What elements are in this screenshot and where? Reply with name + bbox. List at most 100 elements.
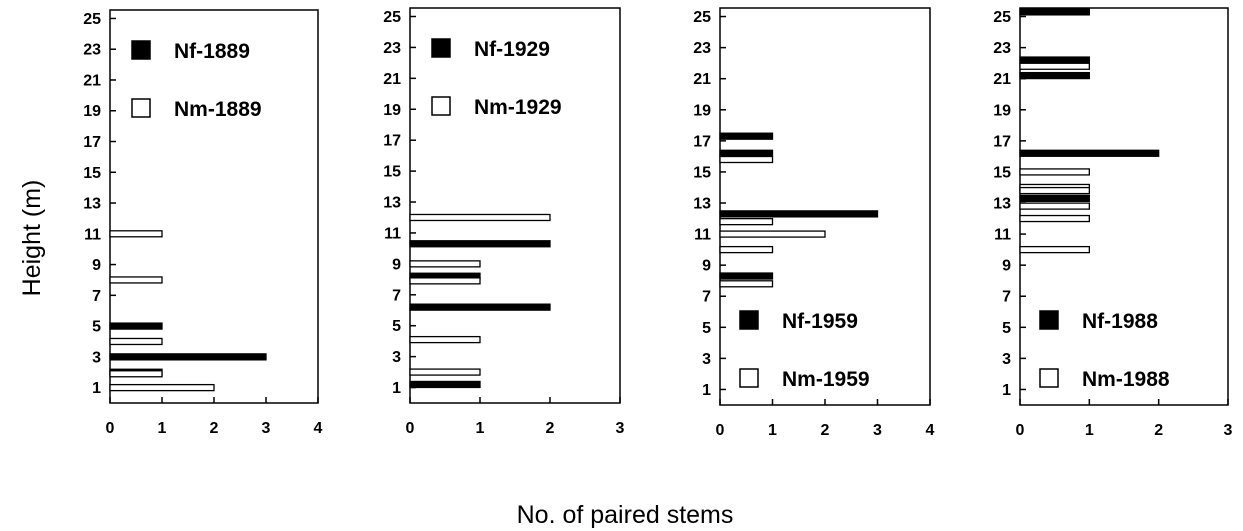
- x-tick-label: 1: [1085, 422, 1094, 439]
- bar-nf-1988: [1019, 8, 1090, 16]
- bar-nf-1988: [1019, 149, 1160, 157]
- x-tick-label: 4: [314, 420, 323, 437]
- bar-nm-1959: [719, 245, 774, 254]
- bar-nm-1988: [1019, 245, 1090, 254]
- y-tick-label: 3: [392, 349, 401, 366]
- y-tick-label: 11: [694, 227, 711, 244]
- y-tick-label: 21: [83, 72, 101, 89]
- y-tick-label: 19: [83, 103, 101, 120]
- y-tick-label: 25: [383, 9, 401, 26]
- x-tick-label: 3: [616, 420, 625, 437]
- y-tick-label: 1: [702, 382, 711, 399]
- y-tick-label: 7: [392, 287, 401, 304]
- y-tick-label: 9: [392, 256, 401, 273]
- y-tick-label: 17: [383, 133, 401, 150]
- bar-nf-1929: [409, 240, 551, 248]
- legend-label: Nm-1929: [474, 96, 562, 119]
- legend-label: Nf-1929: [474, 38, 550, 61]
- x-tick-label: 2: [821, 422, 830, 439]
- y-tick-label: 11: [994, 227, 1011, 244]
- y-tick-label: 21: [993, 71, 1011, 88]
- legend-swatch: [131, 40, 151, 60]
- y-tick-label: 15: [383, 164, 401, 181]
- bar-nm-1959: [719, 230, 826, 238]
- legend-label: Nm-1988: [1082, 368, 1170, 391]
- y-tick-label: 1: [392, 380, 401, 397]
- bar-nf-1988: [1019, 71, 1090, 80]
- bar-nm-1929: [409, 335, 481, 344]
- x-tick-label: 0: [716, 422, 725, 439]
- y-tick-label: 23: [993, 40, 1011, 57]
- bar-nm-1988: [1019, 186, 1090, 195]
- bar-nm-1959: [719, 155, 774, 164]
- x-axis-title: No. of paired stems: [517, 501, 734, 529]
- y-tick-label: 25: [83, 11, 101, 28]
- bar-nm-1988: [1019, 202, 1090, 210]
- y-tick-label: 17: [993, 133, 1011, 150]
- bar-nf-1889: [109, 353, 267, 361]
- x-tick-label: 0: [1016, 422, 1025, 439]
- y-tick-label: 5: [92, 319, 101, 336]
- y-tick-label: 19: [383, 102, 401, 119]
- bar-nm-1959: [719, 217, 774, 226]
- y-tick-label: 5: [1002, 320, 1011, 337]
- bar-nm-1959: [719, 280, 774, 288]
- y-tick-label: 13: [993, 196, 1011, 213]
- x-tick-label: 3: [1224, 422, 1233, 439]
- y-tick-label: 13: [383, 195, 401, 212]
- y-tick-label: 7: [1002, 289, 1011, 306]
- y-tick-label: 7: [92, 288, 101, 305]
- bar-nf-1959: [719, 132, 774, 140]
- legend-swatch: [431, 38, 451, 58]
- bar-nf-1929: [409, 303, 551, 311]
- x-tick-label: 2: [546, 420, 555, 437]
- legend-swatch: [739, 310, 759, 330]
- y-tick-label: 7: [702, 289, 711, 306]
- bar-nf-1929: [409, 380, 481, 389]
- y-tick-label: 1: [1002, 382, 1011, 399]
- y-tick-label: 21: [383, 71, 401, 88]
- legend-swatch: [1039, 368, 1059, 388]
- y-tick-label: 15: [993, 164, 1011, 181]
- y-tick-label: 13: [83, 196, 101, 213]
- bar-nm-1929: [409, 368, 481, 376]
- legend-swatch: [131, 98, 151, 118]
- bar-nf-1959: [719, 272, 774, 280]
- bar-nm-1988: [1019, 168, 1090, 176]
- y-tick-label: 15: [83, 165, 101, 182]
- legend-swatch: [1039, 310, 1059, 330]
- y-tick-label: 11: [84, 226, 101, 243]
- x-tick-label: 0: [406, 420, 415, 437]
- x-tick-label: 3: [873, 422, 882, 439]
- y-tick-label: 1: [92, 380, 101, 397]
- legend-label: Nf-1959: [782, 310, 858, 333]
- bar-nm-1889: [109, 337, 163, 346]
- y-tick-label: 5: [702, 320, 711, 337]
- bar-nm-1929: [409, 213, 551, 222]
- y-tick-label: 13: [693, 196, 711, 213]
- x-tick-label: 3: [262, 420, 271, 437]
- y-tick-label: 19: [993, 102, 1011, 119]
- y-tick-label: 17: [83, 134, 101, 151]
- y-tick-label: 9: [1002, 258, 1011, 275]
- y-tick-label: 25: [993, 9, 1011, 26]
- x-tick-label: 4: [926, 422, 935, 439]
- legend-label: Nf-1988: [1082, 310, 1158, 333]
- y-tick-label: 9: [702, 258, 711, 275]
- x-tick-label: 2: [1154, 422, 1163, 439]
- legend-label: Nm-1959: [782, 368, 870, 391]
- y-tick-label: 5: [392, 318, 401, 335]
- y-tick-label: 11: [384, 225, 401, 242]
- x-tick-label: 2: [210, 420, 219, 437]
- y-tick-label: 3: [92, 349, 101, 366]
- x-tick-label: 0: [106, 420, 115, 437]
- x-tick-label: 1: [158, 420, 167, 437]
- y-tick-label: 15: [693, 164, 711, 181]
- bar-nf-1959: [719, 149, 774, 157]
- y-tick-label: 9: [92, 257, 101, 274]
